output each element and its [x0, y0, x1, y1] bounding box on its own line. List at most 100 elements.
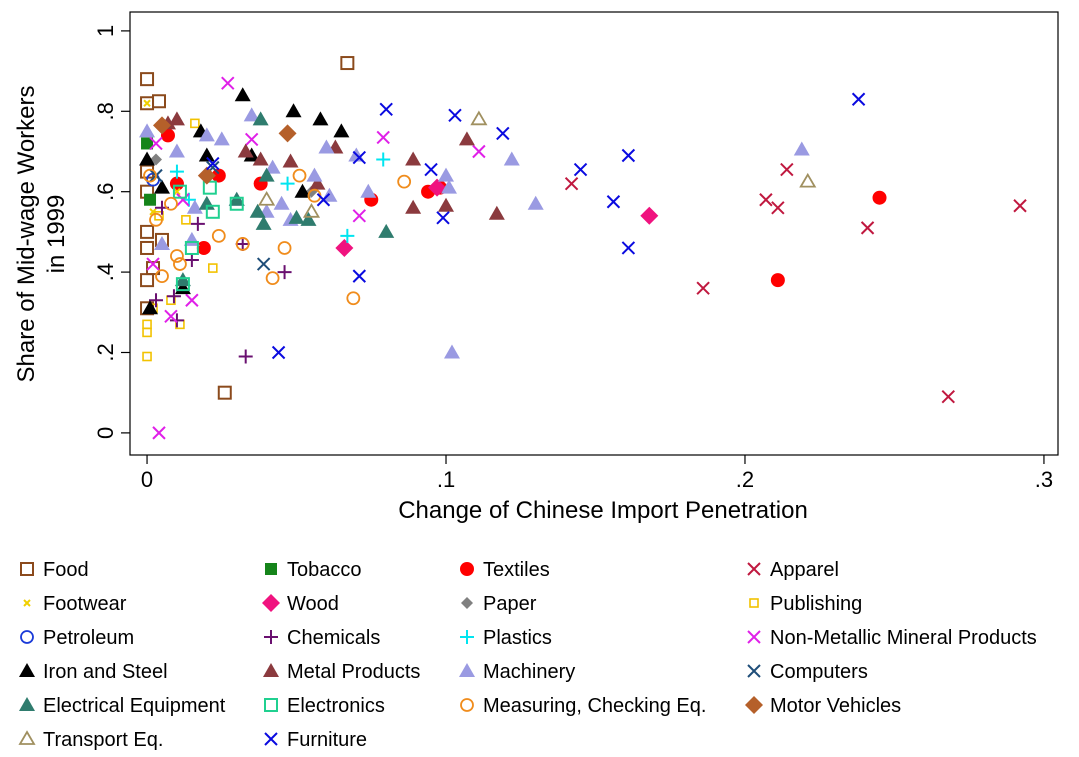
- point: [265, 271, 280, 286]
- point: [424, 162, 438, 177]
- point: [271, 345, 286, 360]
- legend-marker: [262, 594, 280, 612]
- point: [160, 128, 175, 143]
- point: [139, 123, 156, 138]
- point: [205, 204, 220, 219]
- point: [273, 195, 290, 210]
- point: [153, 179, 170, 194]
- series: [258, 110, 817, 218]
- point: [173, 187, 181, 196]
- legend-label: Food: [43, 559, 89, 581]
- point: [206, 156, 220, 171]
- point: [208, 263, 218, 273]
- legend-label: Textiles: [483, 559, 550, 581]
- legend-label: Footwear: [43, 593, 127, 615]
- series: [140, 56, 355, 400]
- point: [164, 309, 178, 324]
- x-tick-label: .2: [736, 467, 754, 492]
- point: [340, 56, 355, 71]
- series: [169, 152, 391, 243]
- point: [780, 162, 794, 177]
- point: [277, 265, 292, 280]
- point: [300, 211, 317, 226]
- point: [169, 313, 184, 328]
- legend-marker: [20, 630, 34, 644]
- point: [169, 164, 184, 179]
- point: [184, 253, 199, 268]
- point: [190, 118, 200, 129]
- point: [278, 124, 297, 143]
- point: [217, 385, 232, 400]
- legend-label: Publishing: [770, 593, 862, 615]
- legend-label: Computers: [770, 661, 868, 683]
- point: [606, 195, 621, 209]
- y-axis-label: in 1999: [43, 195, 70, 274]
- point: [140, 273, 155, 288]
- point: [255, 215, 272, 230]
- point: [144, 193, 157, 206]
- legend-label: Electrical Equipment: [43, 695, 226, 717]
- point: [282, 153, 299, 168]
- legend-label: Electronics: [287, 695, 385, 717]
- legend-label: Motor Vehicles: [770, 695, 901, 717]
- point: [640, 206, 659, 225]
- point: [621, 148, 636, 163]
- point: [184, 240, 199, 255]
- legend-marker: [745, 696, 763, 714]
- point: [211, 168, 226, 183]
- point: [249, 203, 266, 218]
- legend-marker: [19, 697, 35, 711]
- point: [376, 130, 390, 145]
- point: [149, 136, 163, 151]
- legend-label: Furniture: [287, 729, 367, 751]
- point: [306, 167, 323, 182]
- legend-label: Machinery: [483, 661, 575, 683]
- point: [152, 116, 171, 135]
- series: [335, 178, 659, 257]
- point: [799, 172, 817, 188]
- series: [142, 118, 218, 362]
- legend-marker: [747, 630, 761, 644]
- point: [292, 168, 307, 183]
- point: [164, 196, 178, 211]
- point: [340, 228, 355, 243]
- legend-label: Petroleum: [43, 627, 134, 649]
- point: [168, 111, 185, 126]
- point: [140, 240, 155, 255]
- legend-marker: [23, 599, 31, 607]
- point: [316, 193, 331, 207]
- point: [352, 269, 367, 283]
- point: [169, 176, 184, 191]
- point: [139, 151, 156, 166]
- legend-marker: [18, 730, 36, 745]
- legend-marker: [747, 562, 761, 576]
- legend-marker: [460, 630, 474, 644]
- point: [198, 147, 215, 162]
- point: [436, 211, 450, 225]
- series: [152, 116, 297, 185]
- legend-marker: [460, 698, 474, 712]
- point: [143, 99, 151, 107]
- point: [185, 293, 199, 307]
- point: [142, 319, 152, 330]
- point: [696, 281, 710, 295]
- legend-marker: [263, 663, 279, 677]
- legend-label: Iron and Steel: [43, 661, 168, 683]
- point: [759, 193, 773, 207]
- legend-marker: [264, 630, 278, 644]
- x-tick-label: .3: [1035, 467, 1053, 492]
- point: [190, 216, 205, 231]
- point: [379, 102, 393, 116]
- legend-label: Non-Metallic Mineral Products: [770, 627, 1037, 649]
- point: [941, 390, 955, 404]
- point: [294, 183, 311, 198]
- point: [302, 203, 321, 218]
- point: [860, 221, 875, 235]
- legend-marker: [460, 562, 474, 576]
- point: [175, 277, 190, 292]
- point: [244, 132, 259, 147]
- series: [206, 92, 866, 360]
- point: [280, 176, 295, 191]
- series: [564, 162, 1027, 404]
